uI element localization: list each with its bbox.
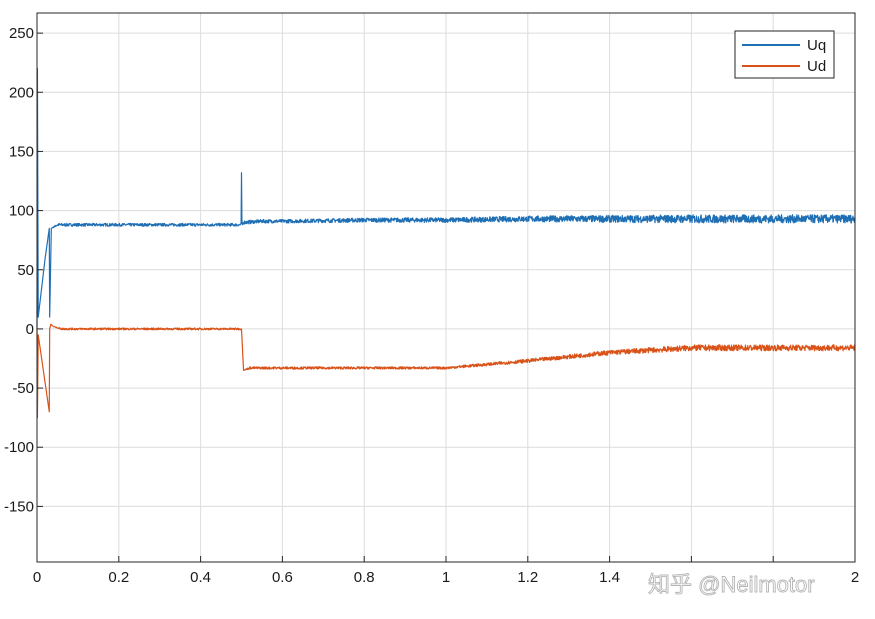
y-tick-label: -150 bbox=[4, 498, 34, 515]
x-tick-label: 1.2 bbox=[517, 569, 538, 586]
y-tick-label: 200 bbox=[9, 84, 34, 101]
y-tick-label: 0 bbox=[26, 321, 34, 338]
y-tick-label: -50 bbox=[12, 380, 34, 397]
x-tick-label: 1.4 bbox=[599, 569, 620, 586]
x-tick-label: 0 bbox=[33, 569, 41, 586]
x-tick-label: 0.4 bbox=[190, 569, 211, 586]
x-tick-label: 1 bbox=[442, 569, 450, 586]
y-tick-label: -100 bbox=[4, 439, 34, 456]
grid-lines bbox=[36, 13, 856, 562]
x-tick-label: 2 bbox=[851, 569, 859, 586]
x-tick-label: 0.2 bbox=[108, 569, 129, 586]
series-layer bbox=[36, 68, 856, 419]
y-tick-label: 50 bbox=[17, 262, 34, 279]
legend-label-uq: Uq bbox=[807, 37, 826, 54]
x-tick-label: 0.8 bbox=[354, 569, 375, 586]
y-tick-label: 250 bbox=[9, 25, 34, 42]
legend: Uq Ud bbox=[734, 30, 835, 79]
y-tick-label: 150 bbox=[9, 143, 34, 160]
series-line-ud bbox=[36, 323, 856, 419]
x-tick-label: 0.6 bbox=[272, 569, 293, 586]
axis-ticks: 0 0.2 0.4 0.6 0.8 1 1.2 1.4 2 250 200 150 100 50 0 -50 -… bbox=[4, 25, 859, 586]
watermark-text: 知乎 @Neilmotor bbox=[648, 572, 815, 597]
y-tick-label: 100 bbox=[9, 203, 34, 220]
series-line-uq bbox=[36, 68, 856, 329]
legend-box bbox=[734, 30, 835, 79]
legend-label-ud: Ud bbox=[807, 58, 826, 75]
